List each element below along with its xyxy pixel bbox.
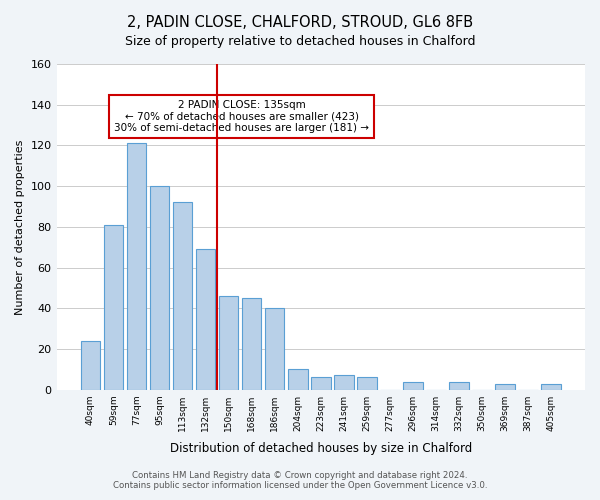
Bar xyxy=(104,225,123,390)
Bar xyxy=(173,202,193,390)
Y-axis label: Number of detached properties: Number of detached properties xyxy=(15,139,25,314)
Bar xyxy=(242,298,262,390)
Bar xyxy=(496,384,515,390)
Bar xyxy=(403,382,423,390)
Bar xyxy=(288,370,308,390)
Bar xyxy=(149,186,169,390)
Bar xyxy=(196,249,215,390)
Bar xyxy=(357,378,377,390)
Text: Size of property relative to detached houses in Chalford: Size of property relative to detached ho… xyxy=(125,35,475,48)
Bar xyxy=(311,378,331,390)
Bar xyxy=(541,384,561,390)
X-axis label: Distribution of detached houses by size in Chalford: Distribution of detached houses by size … xyxy=(170,442,472,455)
Bar xyxy=(334,376,353,390)
Bar xyxy=(80,341,100,390)
Bar xyxy=(265,308,284,390)
Bar xyxy=(127,144,146,390)
Text: 2 PADIN CLOSE: 135sqm
← 70% of detached houses are smaller (423)
30% of semi-det: 2 PADIN CLOSE: 135sqm ← 70% of detached … xyxy=(114,100,369,133)
Text: 2, PADIN CLOSE, CHALFORD, STROUD, GL6 8FB: 2, PADIN CLOSE, CHALFORD, STROUD, GL6 8F… xyxy=(127,15,473,30)
Bar xyxy=(219,296,238,390)
Text: Contains HM Land Registry data © Crown copyright and database right 2024.
Contai: Contains HM Land Registry data © Crown c… xyxy=(113,470,487,490)
Bar xyxy=(449,382,469,390)
